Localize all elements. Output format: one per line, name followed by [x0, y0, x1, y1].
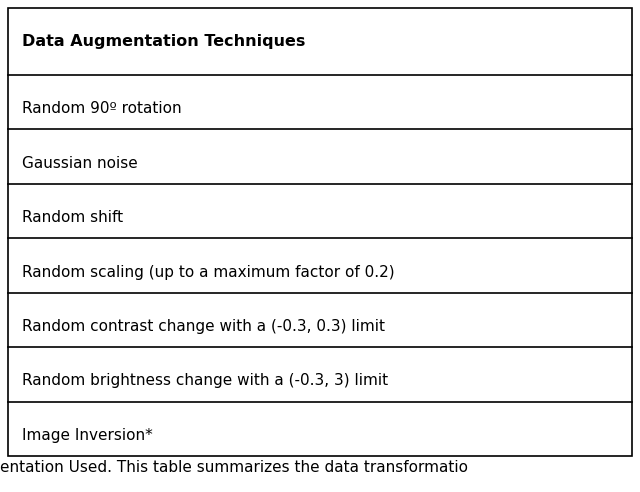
Text: Random 90º rotation: Random 90º rotation [22, 101, 182, 116]
Text: Random shift: Random shift [22, 210, 123, 225]
Text: Random scaling (up to a maximum factor of 0.2): Random scaling (up to a maximum factor o… [22, 265, 395, 279]
Text: Image Inversion*: Image Inversion* [22, 428, 153, 443]
Text: entation Used. This table summarizes the data transformatio: entation Used. This table summarizes the… [0, 461, 468, 475]
Text: Random contrast change with a (-0.3, 0.3) limit: Random contrast change with a (-0.3, 0.3… [22, 319, 385, 334]
Text: Data Augmentation Techniques: Data Augmentation Techniques [22, 34, 305, 49]
Text: Random brightness change with a (-0.3, 3) limit: Random brightness change with a (-0.3, 3… [22, 373, 388, 388]
Text: Gaussian noise: Gaussian noise [22, 155, 138, 171]
